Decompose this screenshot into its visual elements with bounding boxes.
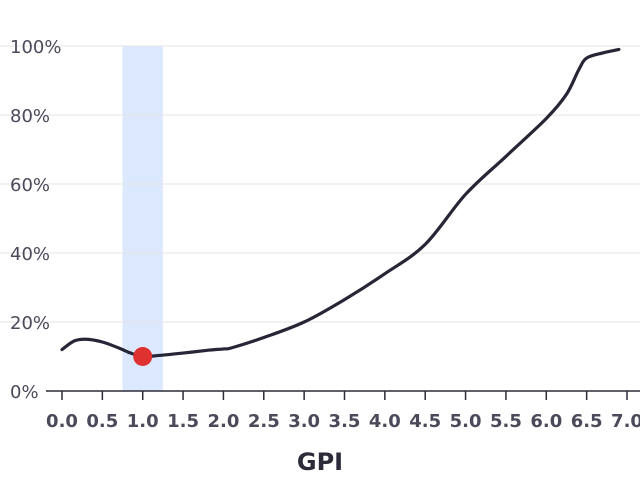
y-tick-label: 100% (10, 37, 61, 58)
x-tick-labels: 0.0 0.5 1.0 1.5 2.0 2.5 3.0 3.5 4.0 4.5 5.0 5.5 6.0 6… (46, 411, 640, 432)
y-tick-label: 0% (10, 382, 39, 403)
y-tick-label: 60% (10, 175, 50, 196)
x-tick-label: 6.0 (530, 411, 562, 432)
series-layer (60, 47, 621, 359)
x-tick-label: 1.5 (167, 411, 199, 432)
marker-layer (133, 347, 153, 366)
x-tick-label: 0.0 (46, 411, 78, 432)
y-tick-label: 20% (10, 313, 50, 334)
x-tick-label: 3.0 (288, 411, 320, 432)
x-tick-label: 0.5 (86, 411, 118, 432)
x-tick-label: 5.5 (490, 411, 522, 432)
grid-layer (0, 45, 640, 323)
series-line (60, 47, 621, 359)
x-axis-label: GPI (297, 448, 343, 476)
y-tick-label: 80% (10, 106, 50, 127)
x-tick-label: 7.0 (611, 411, 640, 432)
highlight-band-layer (122, 46, 163, 391)
x-tick-label: 4.5 (409, 411, 441, 432)
y-tick-label: 40% (10, 244, 50, 265)
x-tick-label: 4.0 (369, 411, 401, 432)
x-tick-label: 3.5 (329, 411, 361, 432)
x-tick-label: 2.0 (207, 411, 239, 432)
x-tick-label: 6.5 (571, 411, 603, 432)
highlight-band (122, 46, 163, 391)
highlight-marker (133, 347, 153, 366)
x-tick-label: 1.0 (127, 411, 159, 432)
y-tick-labels: 0% 20% 40% 60% 80% 100% (10, 37, 61, 403)
x-tick-label: 5.0 (450, 411, 482, 432)
x-axis (46, 390, 640, 400)
x-tick-label: 2.5 (248, 411, 280, 432)
